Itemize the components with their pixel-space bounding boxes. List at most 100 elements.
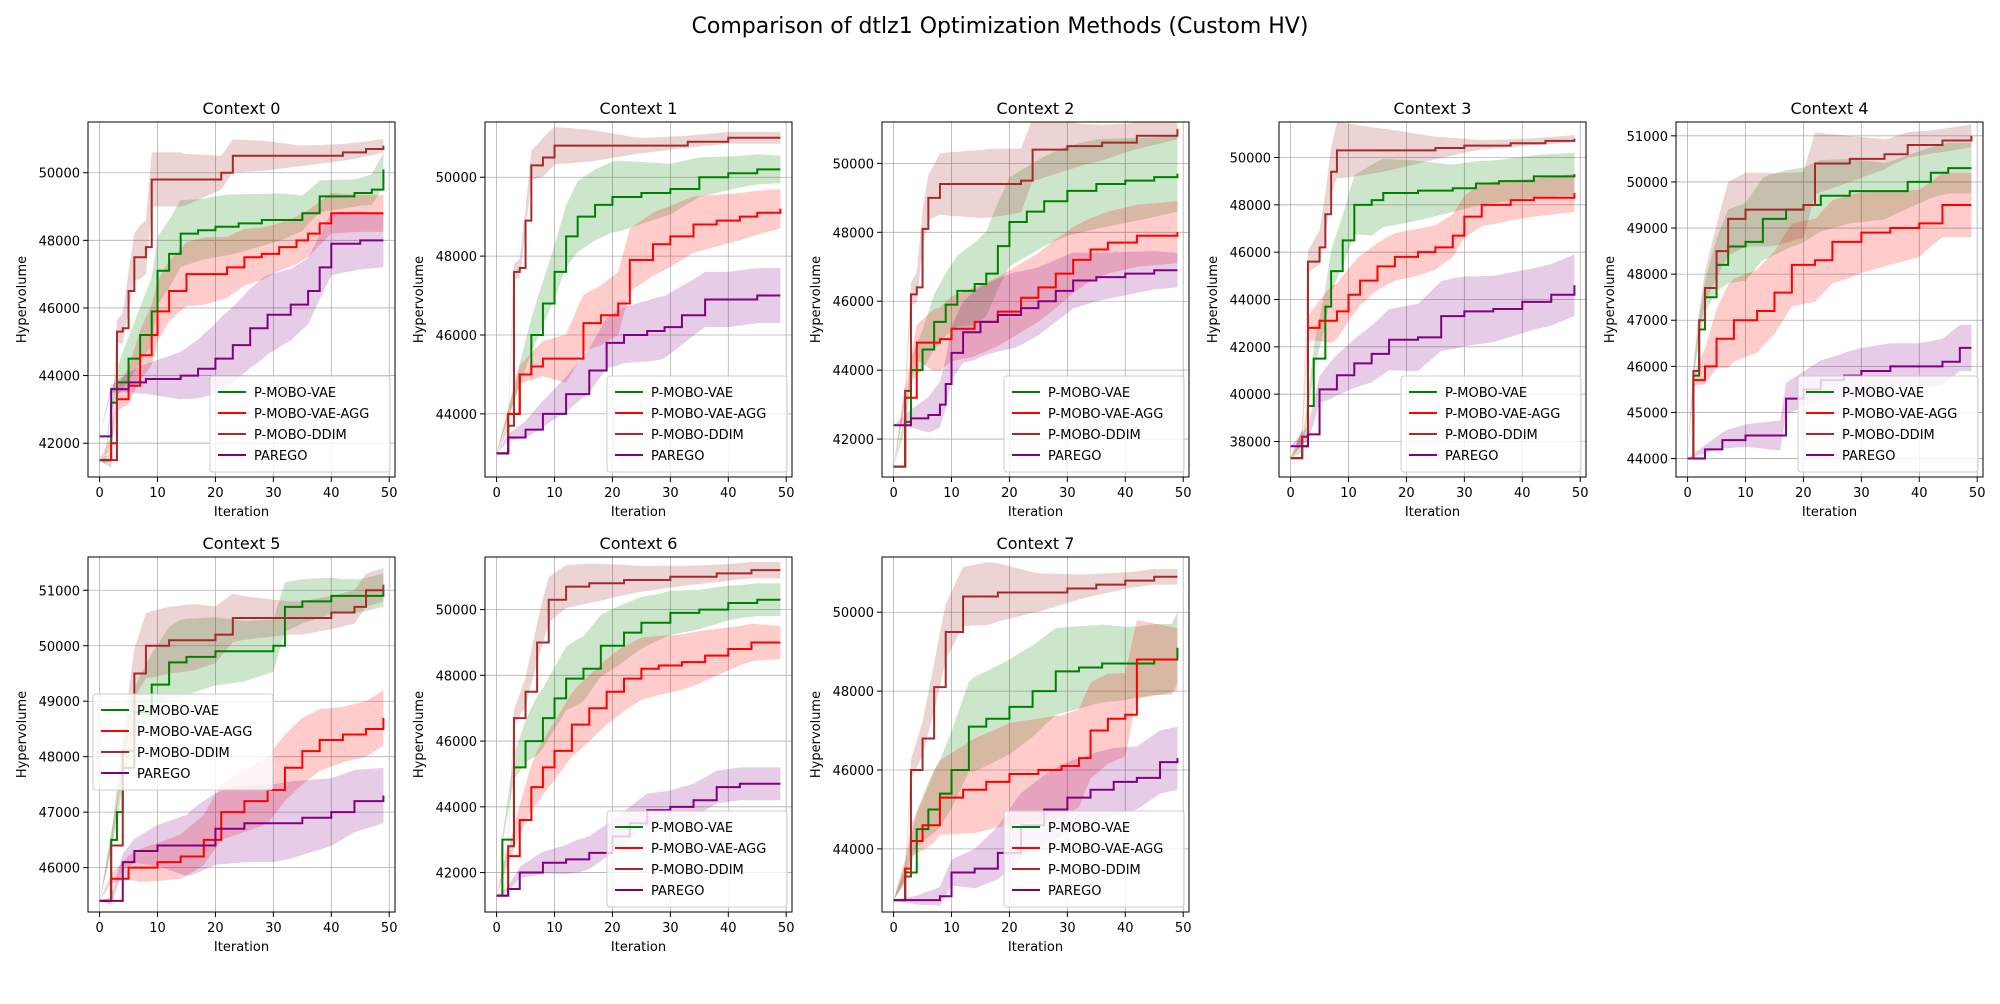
y-tick-label: 48000 [833,226,874,241]
x-tick-label: 0 [492,486,500,501]
x-tick-label: 40 [1514,486,1531,501]
plot-area [496,126,782,455]
x-tick-label: 0 [1286,486,1294,501]
legend-box [1400,375,1582,473]
y-tick-label: 50000 [436,604,477,619]
subplot-title: Context 0 [203,99,281,118]
series-line [496,208,782,455]
x-tick-label: 50 [381,486,398,501]
plot-area [893,122,1179,468]
subplot-title: Context 1 [600,99,678,118]
y-tick-label: 51000 [39,584,80,599]
x-axis-label: Iteration [611,505,666,520]
y-tick-label: 44000 [1230,294,1271,309]
confidence-band [99,152,384,465]
legend-box [1003,810,1185,908]
confidence-band [99,767,384,905]
series-line [893,232,1179,468]
x-tick-label: 0 [492,921,500,936]
confidence-band [1290,152,1575,459]
y-tick-label: 51000 [1627,130,1668,145]
series-line [1290,285,1576,448]
x-tick-label: 50 [778,486,795,501]
x-tick-label: 20 [1398,486,1415,501]
series-line [496,569,781,897]
series-line [99,145,385,462]
series-line [496,136,781,455]
legend-label: PAREGO [651,884,704,899]
x-tick-label: 40 [720,921,737,936]
x-tick-label: 20 [604,921,621,936]
x-tick-label: 20 [1001,486,1018,501]
confidence-band [893,612,1178,901]
series-line [496,294,781,455]
x-tick-label: 40 [1117,921,1134,936]
legend: P-MOBO-VAE P-MOBO-VAE-AGG P-MOBO-DDIM PAREG… [209,375,391,473]
legend-label: PAREGO [1445,449,1498,464]
confidence-band [99,568,384,901]
x-tick-label: 50 [381,921,398,936]
legend-box [92,693,274,791]
x-tick-label: 30 [1456,486,1473,501]
y-tick-label: 42000 [833,433,874,448]
series-line [893,269,1178,427]
axes-frame [881,121,1190,478]
y-tick-label: 48000 [833,685,874,700]
x-tick-label: 20 [207,486,224,501]
axes-frame [1675,121,1984,478]
y-tick-label: 48000 [436,669,477,684]
y-tick-label: 49000 [39,695,80,710]
subplot-5: 0 10 20 30 40 50 46000 47000 48000 49000 50000 5100… [15,534,397,955]
x-tick-label: 30 [1853,486,1870,501]
y-tick-label: 48000 [39,751,80,766]
x-tick-label: 10 [149,486,166,501]
y-tick-label: 47000 [39,806,80,821]
x-tick-label: 50 [1175,921,1192,936]
legend: P-MOBO-VAE P-MOBO-VAE-AGG P-MOBO-DDIM PAREG… [1400,375,1582,473]
confidence-band [1290,254,1575,447]
x-tick-label: 10 [1737,486,1754,501]
x-tick-label: 20 [1001,921,1018,936]
legend-label: P-MOBO-VAE-AGG [1048,407,1163,422]
legend-label: P-MOBO-DDIM [137,746,230,761]
legend-label: PAREGO [137,767,190,782]
x-tick-label: 10 [149,921,166,936]
legend-label: P-MOBO-VAE [254,386,336,401]
legend-box [1797,375,1979,473]
legend-label: PAREGO [254,449,307,464]
figure-title: Comparison of dtlz1 Optimization Methods… [691,14,1309,39]
y-axis-label: Hypervolume [412,691,427,778]
confidence-band [496,267,781,454]
legend-label: P-MOBO-DDIM [1048,863,1141,878]
series-line [893,647,1179,902]
y-tick-label: 47000 [1627,314,1668,329]
legend-label: P-MOBO-VAE [1048,821,1130,836]
y-tick-label: 42000 [1230,341,1271,356]
x-axis-label: Iteration [1008,505,1063,520]
x-axis-label: Iteration [214,505,269,520]
legend-label: P-MOBO-VAE [1842,386,1924,401]
x-tick-label: 20 [604,486,621,501]
y-tick-label: 44000 [39,370,80,385]
y-tick-label: 50000 [39,167,80,182]
series-line [1290,174,1576,460]
y-tick-label: 44000 [833,843,874,858]
y-tick-label: 45000 [1627,406,1668,421]
x-tick-label: 30 [1059,921,1076,936]
confidence-band [99,192,384,461]
x-tick-label: 0 [95,921,103,936]
x-tick-label: 10 [1340,486,1357,501]
legend-label: PAREGO [1842,449,1895,464]
y-tick-label: 42000 [39,437,80,452]
confidence-band [1290,174,1575,459]
x-tick-label: 30 [1059,486,1076,501]
axes-frame [484,121,793,478]
y-tick-label: 46000 [1627,360,1668,375]
subplot-4: 0 10 20 30 40 50 44000 45000 46000 47000 48000 4900… [1603,99,1985,520]
y-axis-label: Hypervolume [15,691,30,778]
confidence-band [496,154,781,454]
x-tick-label: 50 [778,921,795,936]
y-tick-label: 46000 [39,302,80,317]
x-tick-label: 0 [889,486,897,501]
